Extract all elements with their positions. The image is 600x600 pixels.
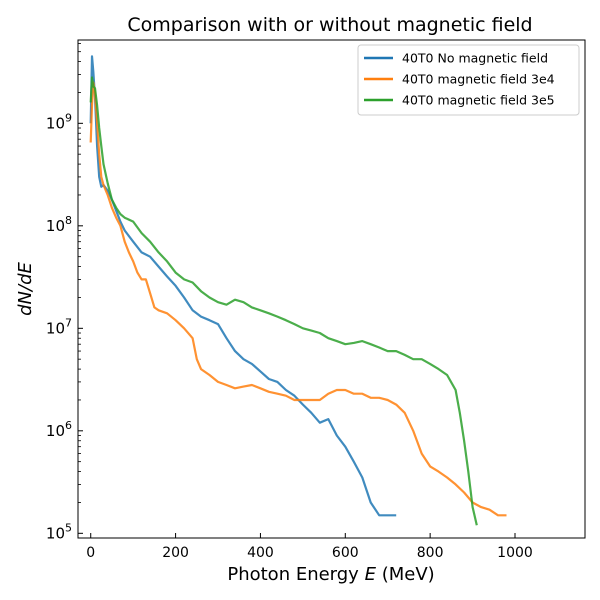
y-tick-label: 109: [46, 111, 72, 132]
x-tick-label: 1000: [497, 545, 533, 561]
plot-frame: [77, 39, 586, 539]
x-tick-label: 400: [247, 545, 274, 561]
x-axis-label-unit: (MeV): [382, 564, 435, 585]
series-line-1: [89, 55, 397, 517]
y-tick-label: 107: [46, 316, 72, 337]
series-line-3: [89, 76, 478, 526]
x-tick-label: 800: [417, 545, 444, 561]
y-tick-label: 106: [46, 419, 72, 440]
y-axis-ticks: 105 106 107 108 109: [46, 43, 83, 542]
x-axis-label-variable: E: [365, 564, 377, 585]
x-axis-label-text: Photon Energy: [227, 564, 359, 585]
y-tick-label: 108: [46, 214, 72, 235]
chart-title: Comparison with or without magnetic fiel…: [127, 14, 532, 36]
x-axis-label: Photon Energy E (MeV): [227, 564, 434, 585]
legend: 40T0 No magnetic field 40T0 magnetic fiel…: [357, 44, 580, 116]
series-layer: [89, 55, 507, 526]
legend-box: [357, 44, 580, 116]
y-tick-label: 105: [46, 521, 72, 542]
x-tick-label: 0: [86, 545, 95, 561]
y-axis-label: dN/dE: [15, 262, 36, 316]
legend-label-3: 40T0 magnetic field 3e5: [402, 93, 555, 108]
legend-label-2: 40T0 magnetic field 3e4: [402, 72, 555, 87]
legend-label-1: 40T0 No magnetic field: [402, 51, 548, 66]
series-line-2: [89, 81, 507, 517]
x-axis-ticks: 0 200 400 600 800 1000: [86, 533, 533, 561]
x-tick-label: 200: [162, 545, 189, 561]
x-tick-label: 600: [332, 545, 359, 561]
